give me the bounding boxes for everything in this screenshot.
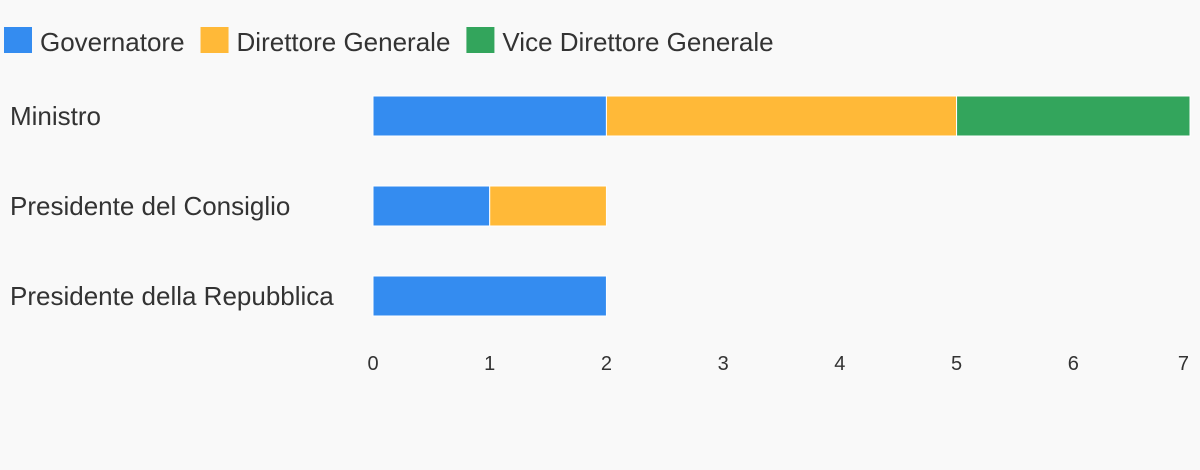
x-tick-label: 2: [601, 353, 612, 375]
x-tick-label: 0: [367, 353, 378, 375]
bar-presidente-della-repubblica-governatore[interactable]: [372, 275, 607, 317]
legend-item-vice-direttore-generale[interactable]: Vice Direttore Generale: [466, 27, 774, 57]
legend-swatch: [200, 27, 229, 53]
legend: Governatore Direttore Generale Vice Dirett…: [4, 27, 774, 57]
x-tick-label: 7: [1178, 353, 1189, 375]
legend-item-direttore-generale[interactable]: Direttore Generale: [200, 27, 451, 57]
x-tick-label: 3: [718, 353, 729, 375]
category-label: Presidente della Repubblica: [10, 281, 334, 311]
legend-label: Direttore Generale: [237, 27, 451, 57]
legend-swatch: [4, 27, 32, 53]
category-label: Presidente del Consiglio: [10, 191, 290, 221]
category-label: Ministro: [10, 101, 101, 131]
bar-presidente-del-consiglio-governatore[interactable]: [372, 185, 491, 227]
x-tick-label: 1: [484, 353, 495, 375]
bars: [372, 95, 1191, 317]
x-tick-label: 6: [1068, 353, 1079, 375]
legend-label: Governatore: [40, 27, 185, 57]
x-axis-ticks: 0 1 2 3 4 5 6 7: [367, 353, 1189, 375]
legend-label: Vice Direttore Generale: [502, 27, 773, 57]
bar-ministro-governatore[interactable]: [372, 95, 607, 137]
x-tick-label: 4: [834, 353, 845, 375]
legend-item-governatore[interactable]: Governatore: [4, 27, 185, 57]
bar-ministro-vice-direttore-generale[interactable]: [956, 95, 1191, 137]
x-tick-label: 5: [951, 353, 962, 375]
category-labels: Ministro Presidente del Consiglio Presiden…: [10, 101, 334, 311]
bar-presidente-del-consiglio-direttore-generale[interactable]: [489, 185, 607, 227]
legend-swatch: [466, 27, 495, 53]
bar-ministro-direttore-generale[interactable]: [605, 95, 958, 137]
